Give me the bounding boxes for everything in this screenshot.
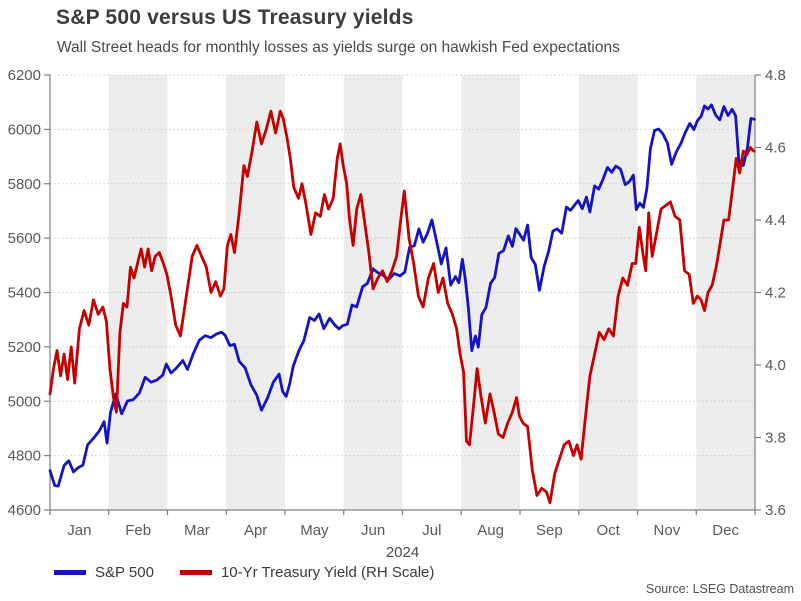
right-axis-tick-label: 3.6 [765, 502, 786, 519]
left-axis-tick-label: 6200 [8, 67, 41, 84]
month-tick-label: Aug [477, 522, 504, 539]
right-axis-tick-label: 4.0 [765, 357, 786, 374]
month-tick-label: Feb [125, 522, 151, 539]
year-label: 2024 [386, 544, 419, 561]
right-axis-tick-label: 4.8 [765, 67, 786, 84]
right-axis-tick-label: 3.8 [765, 430, 786, 447]
left-axis-tick-label: 5000 [8, 393, 41, 410]
chart-subtitle: Wall Street heads for monthly losses as … [57, 39, 620, 56]
legend-item-sp500: S&P 500 [54, 564, 154, 581]
sp500-line-swatch [54, 570, 86, 575]
month-tick-label: Oct [596, 522, 620, 539]
legend-item-treasury-yield: 10-Yr Treasury Yield (RH Scale) [179, 564, 435, 581]
right-axis-tick-label: 4.6 [765, 140, 786, 157]
month-tick-label: Sep [536, 522, 563, 539]
left-axis-tick-label: 4800 [8, 448, 41, 465]
series-line-sp500 [48, 103, 756, 488]
month-tick-label: Apr [244, 522, 267, 539]
month-shading-band [343, 75, 403, 510]
month-tick-label: Dec [712, 522, 739, 539]
series-line-treasury-yield [48, 109, 756, 505]
month-tick-label: Jul [422, 522, 441, 539]
month-shading-band [696, 75, 755, 510]
chart-title: S&P 500 versus US Treasury yields [56, 6, 414, 29]
left-axis-tick-label: 5600 [8, 230, 41, 247]
month-tick-label: May [300, 522, 329, 539]
right-axis-tick-label: 4.2 [765, 285, 786, 302]
source-attribution: Source: LSEG Datastream [646, 582, 794, 596]
left-axis-tick-label: 5800 [8, 176, 41, 193]
month-tick-label: Mar [184, 522, 210, 539]
left-axis-tick-label: 4600 [8, 502, 41, 519]
left-axis-tick-label: 5200 [8, 339, 41, 356]
treasury-yield-line-swatch [179, 570, 212, 575]
month-tick-label: Jan [67, 522, 91, 539]
right-axis-tick-label: 4.4 [765, 212, 786, 229]
month-tick-label: Nov [654, 522, 681, 539]
month-shading-band [108, 75, 168, 510]
month-tick-label: Jun [361, 522, 385, 539]
legend-label-sp500: S&P 500 [95, 564, 154, 581]
legend: S&P 500 10-Yr Treasury Yield (RH Scale) [54, 564, 434, 581]
left-axis-tick-label: 5400 [8, 285, 41, 302]
left-axis-tick-label: 6000 [8, 121, 41, 138]
legend-label-treasury-yield: 10-Yr Treasury Yield (RH Scale) [220, 564, 435, 581]
